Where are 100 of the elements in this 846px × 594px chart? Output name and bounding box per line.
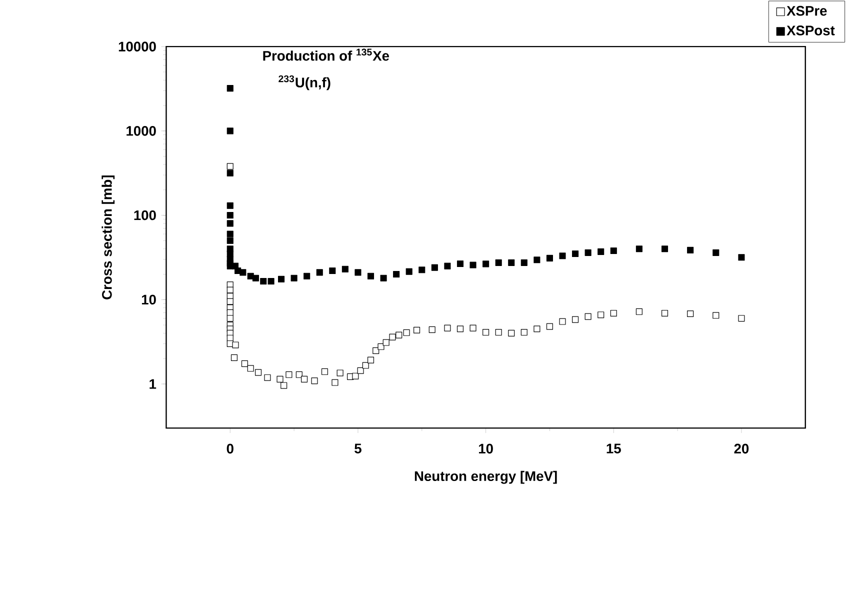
point	[286, 372, 292, 378]
point	[428, 326, 436, 334]
y-axis-title: Cross section [mb]	[102, 176, 115, 300]
point	[406, 268, 412, 276]
point	[332, 379, 338, 386]
point	[520, 329, 528, 336]
point	[230, 354, 238, 362]
point	[687, 310, 694, 318]
x-tick-label: 0	[226, 444, 234, 454]
point	[226, 315, 234, 322]
x-tick-label: 5	[354, 444, 362, 454]
point	[226, 298, 234, 305]
point	[362, 362, 369, 369]
point	[495, 329, 502, 336]
point	[372, 348, 380, 354]
point	[268, 278, 274, 285]
point	[456, 260, 464, 268]
point	[252, 275, 259, 282]
point	[610, 248, 617, 254]
point	[311, 378, 318, 384]
point	[321, 368, 328, 376]
point	[290, 275, 298, 282]
point	[264, 374, 271, 382]
legend-label: XSPre	[786, 6, 827, 16]
point	[316, 269, 323, 276]
point	[329, 268, 336, 274]
point	[278, 276, 285, 283]
point	[304, 273, 310, 280]
x-axis-title: Neutron energy [MeV]	[414, 471, 557, 484]
annotation: Production of $^{135}$Xe	[263, 48, 390, 61]
point	[367, 357, 374, 364]
point	[534, 326, 540, 332]
point	[380, 275, 387, 282]
y-tick-label: 1000	[126, 126, 156, 136]
point	[559, 252, 566, 260]
x-tick-label: 15	[606, 444, 621, 454]
point	[414, 327, 420, 334]
point	[247, 365, 254, 372]
y-tick-label: 10000	[118, 42, 156, 52]
point	[444, 325, 451, 332]
y-tick-label: 1	[150, 379, 156, 389]
point	[296, 372, 302, 378]
point	[661, 246, 668, 252]
point	[357, 368, 364, 374]
point	[378, 344, 384, 350]
point	[584, 250, 592, 256]
point	[520, 260, 528, 266]
point	[470, 325, 476, 332]
point	[382, 339, 390, 346]
point	[636, 308, 642, 316]
point	[712, 312, 720, 319]
point	[636, 246, 642, 252]
annotation: $^{233}$U(n,f)	[278, 76, 330, 90]
point	[352, 373, 359, 380]
point	[598, 248, 604, 256]
point	[546, 255, 553, 262]
point	[226, 286, 234, 294]
point	[226, 202, 234, 210]
point	[396, 332, 402, 339]
point	[254, 369, 262, 376]
point	[226, 170, 234, 177]
point	[389, 334, 396, 341]
point	[260, 278, 267, 285]
point	[495, 260, 502, 266]
point	[226, 230, 234, 238]
legend-label: XSPost	[786, 26, 835, 36]
x-tick-label: 20	[734, 444, 749, 454]
point	[354, 269, 362, 276]
point	[610, 310, 617, 317]
point	[301, 376, 308, 383]
point	[393, 271, 400, 278]
point	[418, 266, 426, 274]
point	[738, 254, 745, 261]
y-tick-label: 10	[142, 294, 156, 305]
point	[508, 330, 515, 337]
point	[572, 250, 579, 258]
point	[508, 260, 515, 266]
point	[470, 262, 476, 269]
point	[226, 163, 234, 170]
point	[367, 273, 374, 280]
point	[431, 264, 438, 272]
point	[226, 212, 234, 219]
point	[232, 342, 239, 348]
point	[559, 318, 566, 326]
point	[276, 376, 284, 383]
point	[572, 316, 579, 324]
point	[226, 128, 234, 134]
point	[534, 256, 540, 264]
point	[226, 220, 234, 227]
point	[280, 382, 288, 389]
point	[444, 263, 451, 270]
point	[712, 250, 720, 256]
y-tick-label: 100	[134, 210, 156, 220]
point	[403, 330, 410, 336]
x-tick-label: 10	[478, 444, 493, 454]
point	[226, 85, 234, 92]
point	[661, 310, 668, 317]
point	[456, 326, 464, 332]
point	[598, 312, 604, 318]
point	[336, 370, 344, 376]
